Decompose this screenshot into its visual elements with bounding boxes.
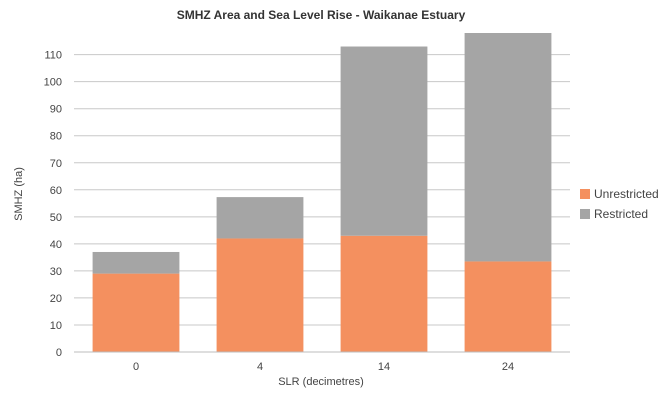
y-tick-label: 0	[56, 347, 62, 359]
y-tick-label: 40	[50, 239, 62, 251]
bar-restricted-14	[340, 46, 428, 236]
legend: Unrestricted Restricted	[580, 187, 659, 221]
bar-unrestricted-0	[92, 273, 180, 352]
y-tick-label: 70	[50, 158, 62, 170]
x-axis-label: SLR (decimetres)	[278, 376, 364, 388]
y-tick-label: 50	[50, 212, 62, 224]
bar-restricted-24	[464, 33, 552, 262]
bar-unrestricted-14	[340, 235, 428, 352]
x-tick-label: 0	[133, 361, 139, 373]
y-tick-label: 110	[44, 50, 62, 62]
y-tick-label: 60	[50, 185, 62, 197]
bar-unrestricted-24	[464, 261, 552, 352]
y-tick-label: 20	[50, 293, 62, 305]
bar-restricted-0	[92, 251, 180, 274]
legend-swatch-unrestricted	[580, 189, 590, 199]
y-axis-label: SMHZ (ha)	[13, 167, 25, 221]
y-tick-label: 100	[44, 77, 62, 89]
x-tick-label: 4	[257, 361, 263, 373]
bar-unrestricted-4	[216, 238, 304, 352]
y-tick-label: 80	[50, 131, 62, 143]
bar-restricted-4	[216, 197, 304, 239]
chart-title: SMHZ Area and Sea Level Rise - Waikanae …	[177, 8, 466, 22]
legend-label-restricted: Restricted	[594, 207, 648, 221]
y-axis-ticks: 0 10 20 30 40 50 60 70 80 90 100 110	[44, 50, 62, 359]
y-tick-label: 10	[50, 320, 62, 332]
x-axis-ticks: 0 4 14 24	[133, 361, 514, 373]
legend-label-unrestricted: Unrestricted	[594, 187, 659, 201]
y-tick-label: 90	[50, 104, 62, 116]
y-tick-label: 30	[50, 266, 62, 278]
bars	[92, 33, 552, 352]
legend-swatch-restricted	[580, 209, 590, 219]
x-tick-label: 14	[378, 361, 390, 373]
x-tick-label: 24	[502, 361, 514, 373]
